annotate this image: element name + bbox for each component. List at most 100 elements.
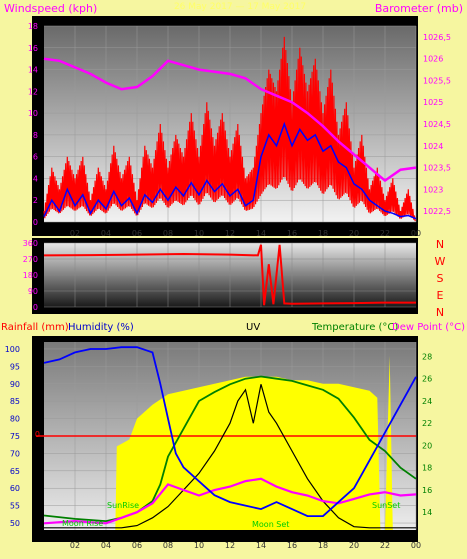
windspeed-tick-label: 10 [28,109,38,118]
temp-time-tick-label: 18 [318,541,328,550]
wind-time-tick-label: 06 [132,229,142,238]
humidity-tick-label: 65 [10,467,20,476]
humidity-tick-label: 100 [5,345,20,354]
windspeed-tick-label: 6 [33,153,38,162]
wind-time-tick-label: 02 [70,229,80,238]
compass-letter: N [436,306,444,319]
windspeed-tick-label: 16 [28,44,38,53]
direction-tick-label: 270 [23,255,38,264]
temperature-tick-labels: 14 16 18 20 22 24 26 28 [422,352,432,517]
windspeed-tick-label: 4 [33,174,38,183]
wind-time-tick-label: 20 [349,229,359,238]
temp-time-tick-label: 20 [349,541,359,550]
wind-time-tick-label: 04 [101,229,111,238]
solar-radiation-area [44,355,416,530]
humidity-tick-label: 80 [10,415,20,424]
wind-time-tick-label: 00 [411,229,421,238]
barometer-tick-labels: 1022,5 1023 1023,5 1024 1024,5 1025 1025,5 1026… [423,33,451,216]
wind-gust-line [43,36,416,222]
barometer-tick-label: 1022,5 [423,207,451,216]
compass-letter: W [435,255,446,268]
temp-time-tick-label: 14 [256,541,266,550]
humidity-tick-label: 50 [10,519,20,528]
temperature-axis-title: Temperature (°C) [311,322,398,333]
rainfall-axis-title: Rainfall (mm) [1,322,69,333]
wind-time-tick-label: 18 [318,229,328,238]
humidity-tick-label: 60 [10,484,20,493]
temperature-tick-label: 28 [422,352,432,361]
direction-series [43,244,416,306]
barometer-tick-label: 1026 [423,55,443,64]
windspeed-tick-label: 2 [33,196,38,205]
barometer-tick-label: 1026,5 [423,33,451,42]
humidity-tick-labels: 50 55 60 65 70 75 80 85 90 95 100 [5,345,20,528]
humidity-tick-label: 55 [10,502,20,511]
moonrise-label: Moon Rise [62,519,103,528]
humidity-tick-label: 75 [10,432,20,441]
temp-series [36,346,417,530]
temperature-tick-label: 18 [422,464,432,473]
direction-tick-label: 0 [33,303,38,312]
windspeed-tick-label: 12 [28,87,38,96]
barometer-tick-label: 1025 [423,98,443,107]
wind-series [43,36,417,222]
windspeed-tick-label: 0 [33,218,38,227]
dewpoint-line [43,477,417,525]
compass-letter: E [437,289,444,302]
temp-time-tick-label: 16 [287,541,297,550]
temp-time-tick-label: 04 [101,541,111,550]
temp-time-tick-label: 10 [194,541,204,550]
humidity-tick-label: 90 [10,380,20,389]
temp-time-tick-label: 12 [225,541,235,550]
direction-tick-label: 360 [23,239,38,248]
temp-time-tick-label: 02 [70,541,80,550]
temperature-tick-label: 20 [422,441,432,450]
moonset-label: Moon Set [252,520,289,529]
wind-time-tick-label: 14 [256,229,266,238]
temperature-tick-label: 14 [422,508,432,517]
uv-axis-title: UV [246,322,260,333]
barometer-tick-label: 1024,5 [423,120,451,129]
direction-tick-label: 180 [23,271,38,280]
direction-gridlines [44,242,416,308]
sunset-label: SunSet [372,501,400,510]
barometer-tick-label: 1023,5 [423,164,451,173]
windspeed-tick-label: 8 [33,131,38,140]
humidity-tick-label: 95 [10,362,20,371]
humidity-line [43,346,417,517]
wind-time-tick-label: 08 [163,229,173,238]
barometer-tick-label: 1024 [423,142,443,151]
compass-letter: S [437,272,444,285]
sunrise-label: SunRise [107,501,139,510]
wind-time-tick-label: 12 [225,229,235,238]
temperature-tick-label: 24 [422,397,432,406]
direction-tick-label: 90 [28,287,38,296]
temp-time-tick-label: 22 [380,541,390,550]
temp-time-tick-label: 06 [132,541,142,550]
barometer-tick-label: 1025,5 [423,76,451,85]
temperature-tick-label: 22 [422,419,432,428]
dewpoint-axis-title: Dew Point (°C) [392,322,465,333]
temp-time-tick-label: 00 [411,541,421,550]
temp-time-tick-label: 08 [163,541,173,550]
compass-letter: N [436,238,444,251]
temp-time-tick-labels: 02 04 06 08 10 12 14 16 18 20 22 00 [70,541,421,550]
direction-tick-labels: 0 90 180 270 360 [23,239,38,312]
wind-time-tick-labels: 02 04 06 08 10 12 14 16 18 20 22 00 [70,229,421,238]
date-range-title: 26 May 2017 — 17 May 2017 [174,2,306,12]
barometer-tick-label: 1023 [423,185,443,194]
wind-time-tick-label: 16 [287,229,297,238]
windspeed-tick-label: 14 [28,66,38,75]
humidity-tick-label: 85 [10,397,20,406]
wind-time-tick-label: 10 [194,229,204,238]
windspeed-tick-label: 18 [28,22,38,31]
humidity-axis-title: Humidity (%) [68,322,134,333]
wind-time-tick-label: 22 [380,229,390,238]
windspeed-tick-labels: 0 2 4 6 8 10 12 14 16 18 [28,22,38,227]
temperature-tick-label: 16 [422,486,432,495]
windspeed-axis-title: Windspeed (kph) [4,2,97,15]
humidity-tick-label: 70 [10,449,20,458]
wind-direction-line [43,244,416,306]
